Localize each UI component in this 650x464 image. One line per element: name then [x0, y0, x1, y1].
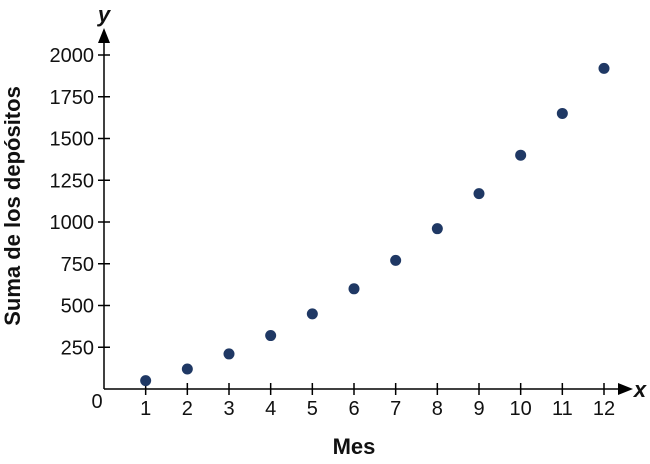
x-tick-label: 5 — [307, 398, 318, 420]
data-point — [556, 107, 568, 119]
x-tick-label: 12 — [593, 398, 615, 420]
data-point — [473, 188, 485, 200]
data-point — [598, 62, 610, 74]
y-tick-label: 500 — [61, 296, 94, 318]
data-point — [431, 223, 443, 235]
x-axis-variable: x — [633, 377, 647, 402]
x-tick-label: 9 — [473, 398, 484, 420]
axes — [98, 28, 633, 395]
data-point — [181, 363, 193, 375]
y-tick-label: 250 — [61, 337, 94, 359]
x-tick-label: 10 — [510, 398, 532, 420]
x-axis-title: Mes — [333, 434, 376, 459]
x-tick-label: 8 — [432, 398, 443, 420]
x-tick-label: 2 — [182, 398, 193, 420]
x-tick-label: 4 — [265, 398, 276, 420]
y-axis-title: Suma de los depósitos — [0, 86, 25, 326]
data-point — [223, 348, 235, 360]
data-point — [306, 308, 318, 320]
y-tick-label: 1500 — [50, 129, 95, 151]
y-tick-label: 1000 — [50, 212, 95, 234]
y-axis-variable: y — [97, 2, 112, 27]
x-tick-label: 1 — [140, 398, 151, 420]
y-tick-label: 750 — [61, 254, 94, 276]
data-point — [265, 330, 277, 342]
data-point — [515, 149, 527, 161]
y-tick-label: 1250 — [50, 170, 95, 192]
y-tick-label: 1750 — [50, 87, 95, 109]
y-tick-label: 2000 — [50, 45, 95, 67]
x-tick-label: 7 — [390, 398, 401, 420]
data-point — [348, 283, 360, 295]
x-axis-arrow — [618, 383, 633, 395]
origin-label: 0 — [91, 391, 102, 413]
x-ticks: 1 2 3 4 5 6 7 8 9 10 11 12 — [140, 383, 615, 420]
data-point — [140, 375, 152, 387]
x-tick-label: 3 — [223, 398, 234, 420]
x-tick-label: 11 — [552, 398, 573, 420]
y-axis-arrow — [98, 28, 110, 43]
data-point — [390, 254, 402, 266]
y-ticks: 250 500 750 1000 1250 1500 1750 2000 — [50, 45, 110, 359]
x-tick-label: 6 — [348, 398, 359, 420]
data-points — [140, 62, 610, 387]
